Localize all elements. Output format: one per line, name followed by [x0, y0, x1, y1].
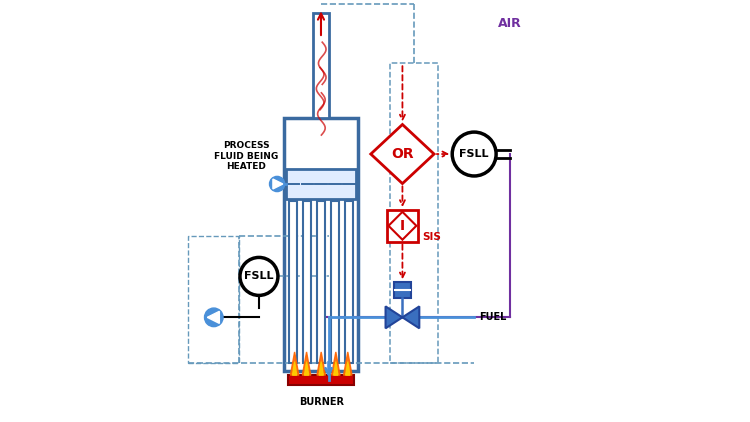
- Bar: [386, 210, 418, 241]
- Text: OR: OR: [391, 147, 414, 161]
- Polygon shape: [403, 306, 419, 328]
- Circle shape: [205, 308, 223, 327]
- Polygon shape: [304, 362, 309, 375]
- Bar: [390, 63, 438, 363]
- Polygon shape: [388, 212, 416, 240]
- Circle shape: [452, 132, 496, 176]
- Polygon shape: [332, 352, 340, 375]
- Text: BURNER: BURNER: [298, 397, 344, 407]
- Polygon shape: [346, 362, 350, 375]
- Text: FSLL: FSLL: [460, 149, 489, 159]
- Circle shape: [240, 257, 278, 295]
- Polygon shape: [386, 306, 403, 328]
- Bar: [346, 201, 353, 363]
- Bar: [313, 13, 329, 118]
- Text: SIS: SIS: [422, 232, 441, 242]
- Bar: [394, 282, 411, 298]
- Polygon shape: [317, 352, 326, 375]
- Bar: [286, 169, 356, 199]
- Text: PROCESS
FLUID BEING
HEATED: PROCESS FLUID BEING HEATED: [214, 141, 278, 171]
- Polygon shape: [273, 179, 283, 189]
- Polygon shape: [207, 311, 219, 323]
- Bar: [290, 201, 297, 363]
- Polygon shape: [302, 352, 310, 375]
- Text: FLUE GASES: FLUE GASES: [290, 0, 352, 2]
- Bar: [332, 201, 339, 363]
- Polygon shape: [319, 362, 323, 375]
- Circle shape: [269, 176, 285, 192]
- Bar: [188, 236, 239, 363]
- Text: I: I: [400, 219, 405, 233]
- Text: FSLL: FSLL: [244, 271, 274, 281]
- Bar: [317, 201, 325, 363]
- Bar: [288, 375, 355, 385]
- Polygon shape: [370, 124, 434, 184]
- Text: AIR: AIR: [498, 16, 522, 30]
- Text: FUEL: FUEL: [479, 312, 506, 322]
- Bar: [303, 201, 311, 363]
- Polygon shape: [344, 352, 352, 375]
- Polygon shape: [290, 352, 298, 375]
- Polygon shape: [334, 362, 338, 375]
- Polygon shape: [292, 362, 297, 375]
- Bar: [284, 118, 358, 371]
